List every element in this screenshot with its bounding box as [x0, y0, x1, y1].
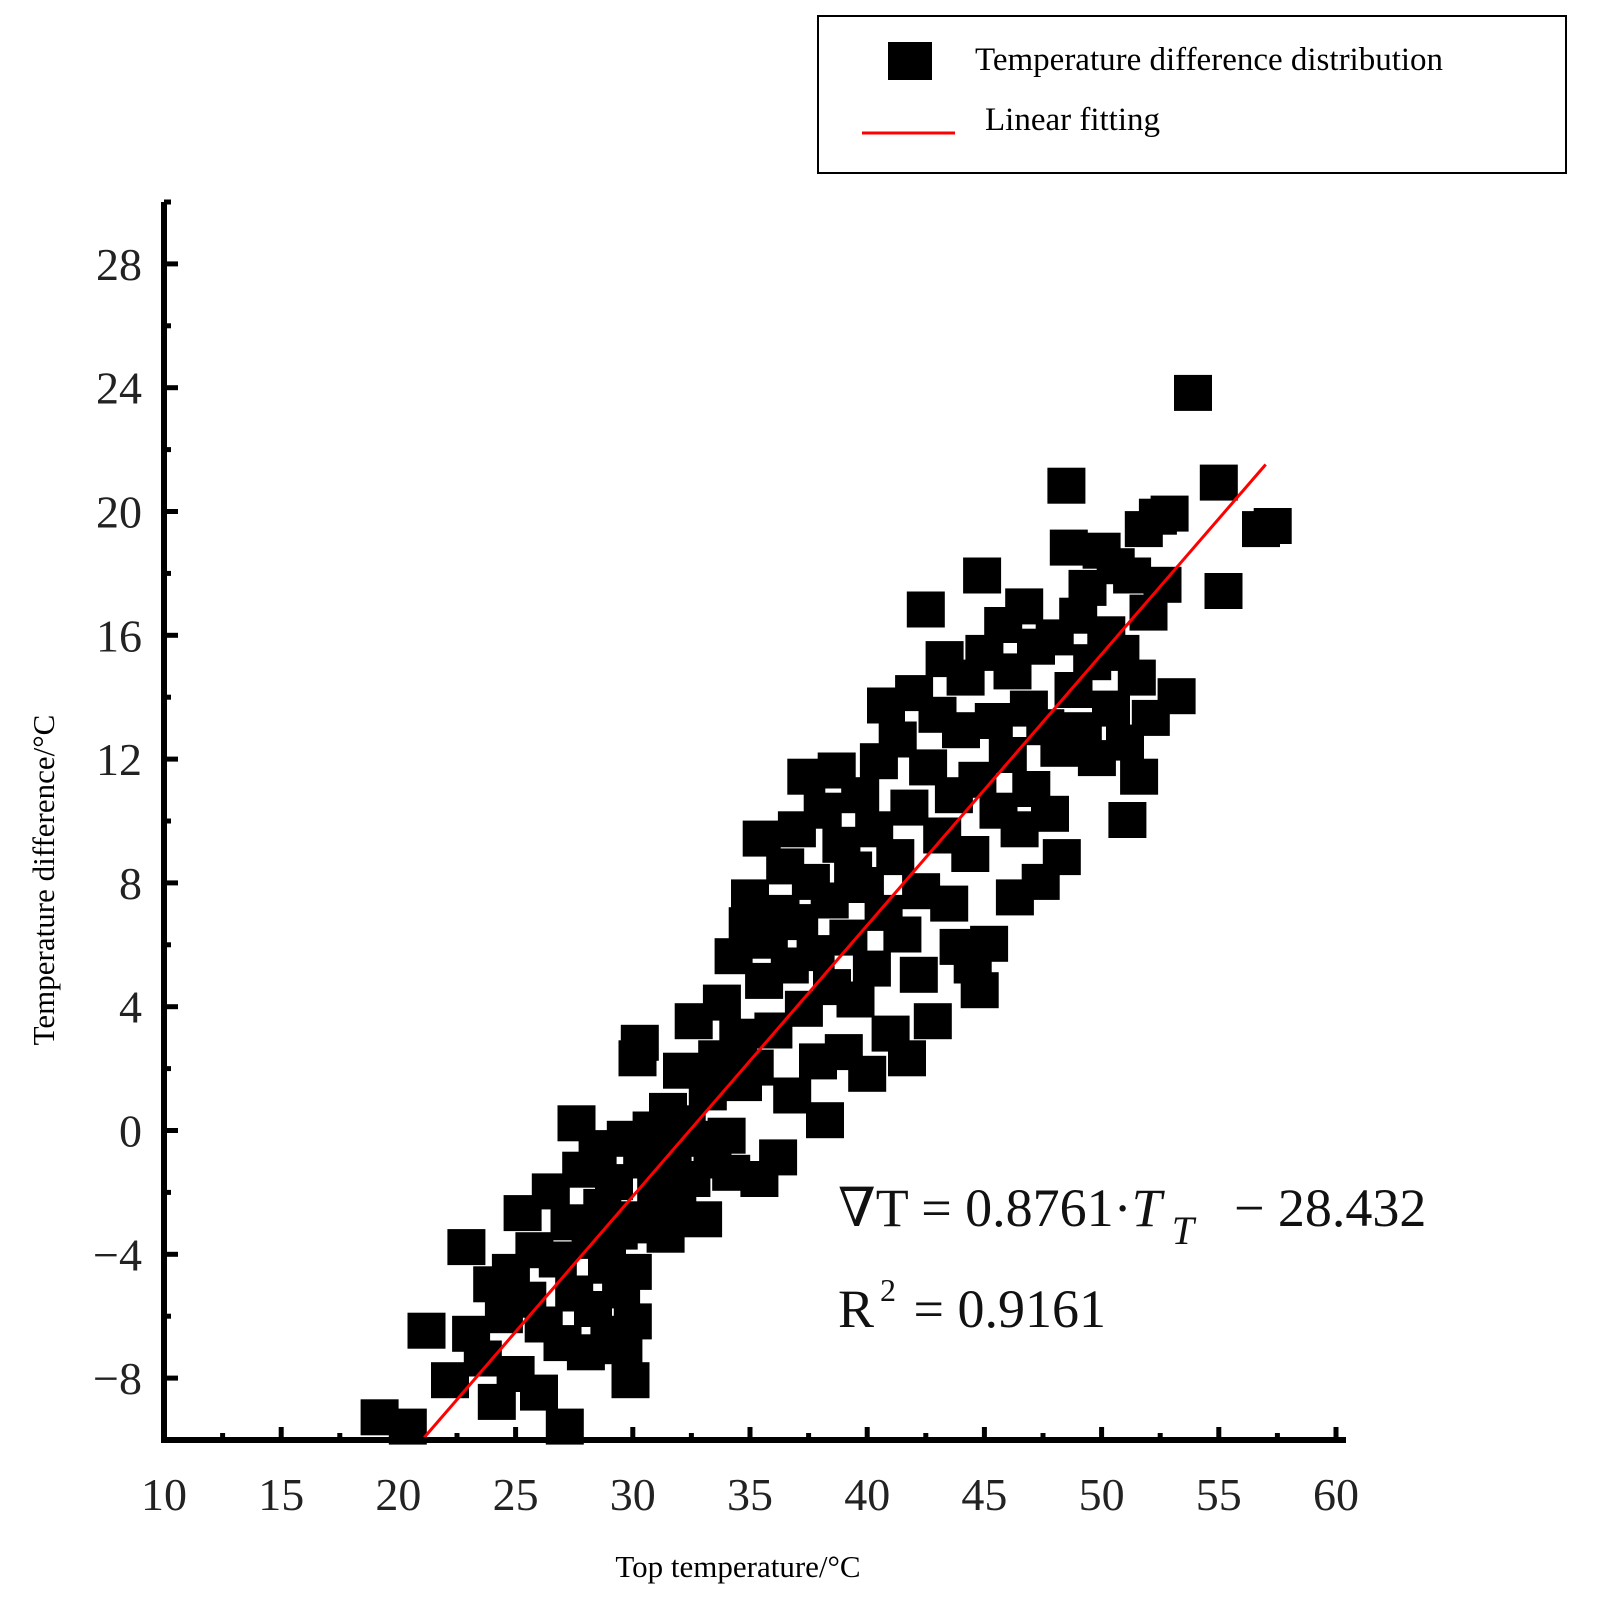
- data-point: [841, 777, 880, 814]
- data-point: [688, 1074, 727, 1111]
- data-point: [613, 1253, 652, 1290]
- data-point: [520, 1374, 558, 1411]
- data-point: [538, 1241, 577, 1278]
- data-point: [963, 557, 1002, 594]
- equation-rhs: − 28.432: [1234, 1178, 1426, 1238]
- data-point: [773, 1077, 812, 1114]
- data-point: [407, 1312, 446, 1349]
- data-point: [707, 1117, 746, 1154]
- x-tick-label: 40: [844, 1469, 890, 1520]
- x-tick-label: 15: [258, 1469, 304, 1520]
- equation-lhs: ∇T = 0.8761·: [838, 1178, 1132, 1238]
- legend: Temperature difference distribution Line…: [817, 15, 1567, 174]
- data-point: [1157, 678, 1196, 715]
- data-point: [1108, 802, 1147, 838]
- r2-value: = 0.9161: [900, 1279, 1106, 1339]
- x-tick-label: 60: [1313, 1469, 1359, 1520]
- data-point: [852, 950, 891, 987]
- fit-line: [423, 463, 1267, 1439]
- data-point: [974, 703, 1013, 739]
- data-point: [1092, 690, 1130, 727]
- data-point: [876, 839, 915, 876]
- data-point: [1042, 839, 1081, 876]
- equation-subscript: T: [1172, 1208, 1197, 1253]
- y-tick-label: 28: [96, 239, 142, 290]
- legend-frame: [817, 15, 1567, 174]
- y-axis-title: Temperature difference/°C: [26, 715, 61, 1046]
- data-point: [942, 712, 980, 749]
- fit-equation: ∇T = 0.8761·T T − 28.432: [838, 1178, 1426, 1253]
- data-point: [1120, 758, 1159, 795]
- fit-line-layer: [423, 463, 1267, 1439]
- x-tick-label: 25: [493, 1469, 539, 1520]
- data-point: [806, 1102, 844, 1139]
- y-tick-label: −4: [93, 1229, 142, 1280]
- data-point: [759, 1139, 798, 1176]
- data-point: [1174, 374, 1212, 411]
- y-tick-label: 4: [119, 982, 142, 1033]
- data-point: [913, 1003, 952, 1040]
- data-point: [1005, 588, 1044, 625]
- data-point: [829, 919, 868, 956]
- y-tick-label: 16: [96, 610, 142, 661]
- data-point: [888, 1040, 926, 1077]
- x-tick-label: 50: [1079, 1469, 1125, 1520]
- legend-marker-square: [888, 42, 932, 80]
- y-tick-label: 12: [96, 734, 142, 785]
- data-point: [719, 1018, 758, 1055]
- axis-ticks: 10 15 20 25 30 35 40 45 50 55 60 −8 −4 0 4 8 12 16 20 24 28: [93, 199, 1359, 1520]
- data-point: [1204, 573, 1243, 609]
- data-point: [1199, 464, 1238, 501]
- data-point: [447, 1229, 486, 1266]
- equation-variable: T: [1132, 1178, 1166, 1238]
- r2-superscript: 2: [880, 1272, 896, 1308]
- data-point: [1047, 467, 1086, 504]
- data-point: [611, 1362, 650, 1399]
- y-tick-label: −8: [93, 1353, 142, 1404]
- data-point: [1117, 659, 1156, 696]
- legend-label-fit: Linear fitting: [985, 102, 1160, 138]
- data-point: [620, 1024, 659, 1061]
- data-point: [613, 1303, 652, 1340]
- legend-label-distribution: Temperature difference distribution: [975, 42, 1443, 78]
- x-tick-label: 55: [1196, 1469, 1242, 1520]
- y-tick-label: 20: [96, 487, 142, 538]
- data-point: [702, 984, 741, 1021]
- x-tick-label: 45: [961, 1469, 1007, 1520]
- x-axis-title: Top temperature/°C: [615, 1549, 860, 1584]
- data-point: [960, 972, 999, 1009]
- x-tick-label: 35: [727, 1469, 773, 1520]
- data-point: [930, 885, 969, 922]
- x-tick-label: 30: [610, 1469, 656, 1520]
- data-point: [1253, 508, 1292, 544]
- y-tick-label: 8: [119, 858, 142, 909]
- data-point: [796, 935, 835, 972]
- data-point: [970, 925, 1009, 962]
- data-point: [848, 1055, 887, 1092]
- data-point: [1049, 529, 1088, 566]
- data-point: [810, 882, 849, 919]
- r2-base: R: [838, 1279, 874, 1339]
- data-point: [988, 737, 1027, 773]
- data-point: [883, 916, 922, 953]
- data-point: [1031, 795, 1069, 832]
- data-point: [899, 956, 938, 993]
- scatter-points: [360, 374, 1292, 1445]
- data-point: [951, 836, 990, 872]
- data-point: [803, 792, 842, 829]
- data-point: [1150, 495, 1189, 532]
- x-tick-label: 10: [141, 1469, 187, 1520]
- y-tick-label: 24: [96, 363, 142, 414]
- data-point: [906, 591, 945, 628]
- y-tick-label: 0: [119, 1106, 142, 1157]
- data-point: [836, 981, 875, 1018]
- data-point: [890, 789, 929, 826]
- data-point: [684, 1201, 723, 1238]
- x-tick-label: 20: [375, 1469, 421, 1520]
